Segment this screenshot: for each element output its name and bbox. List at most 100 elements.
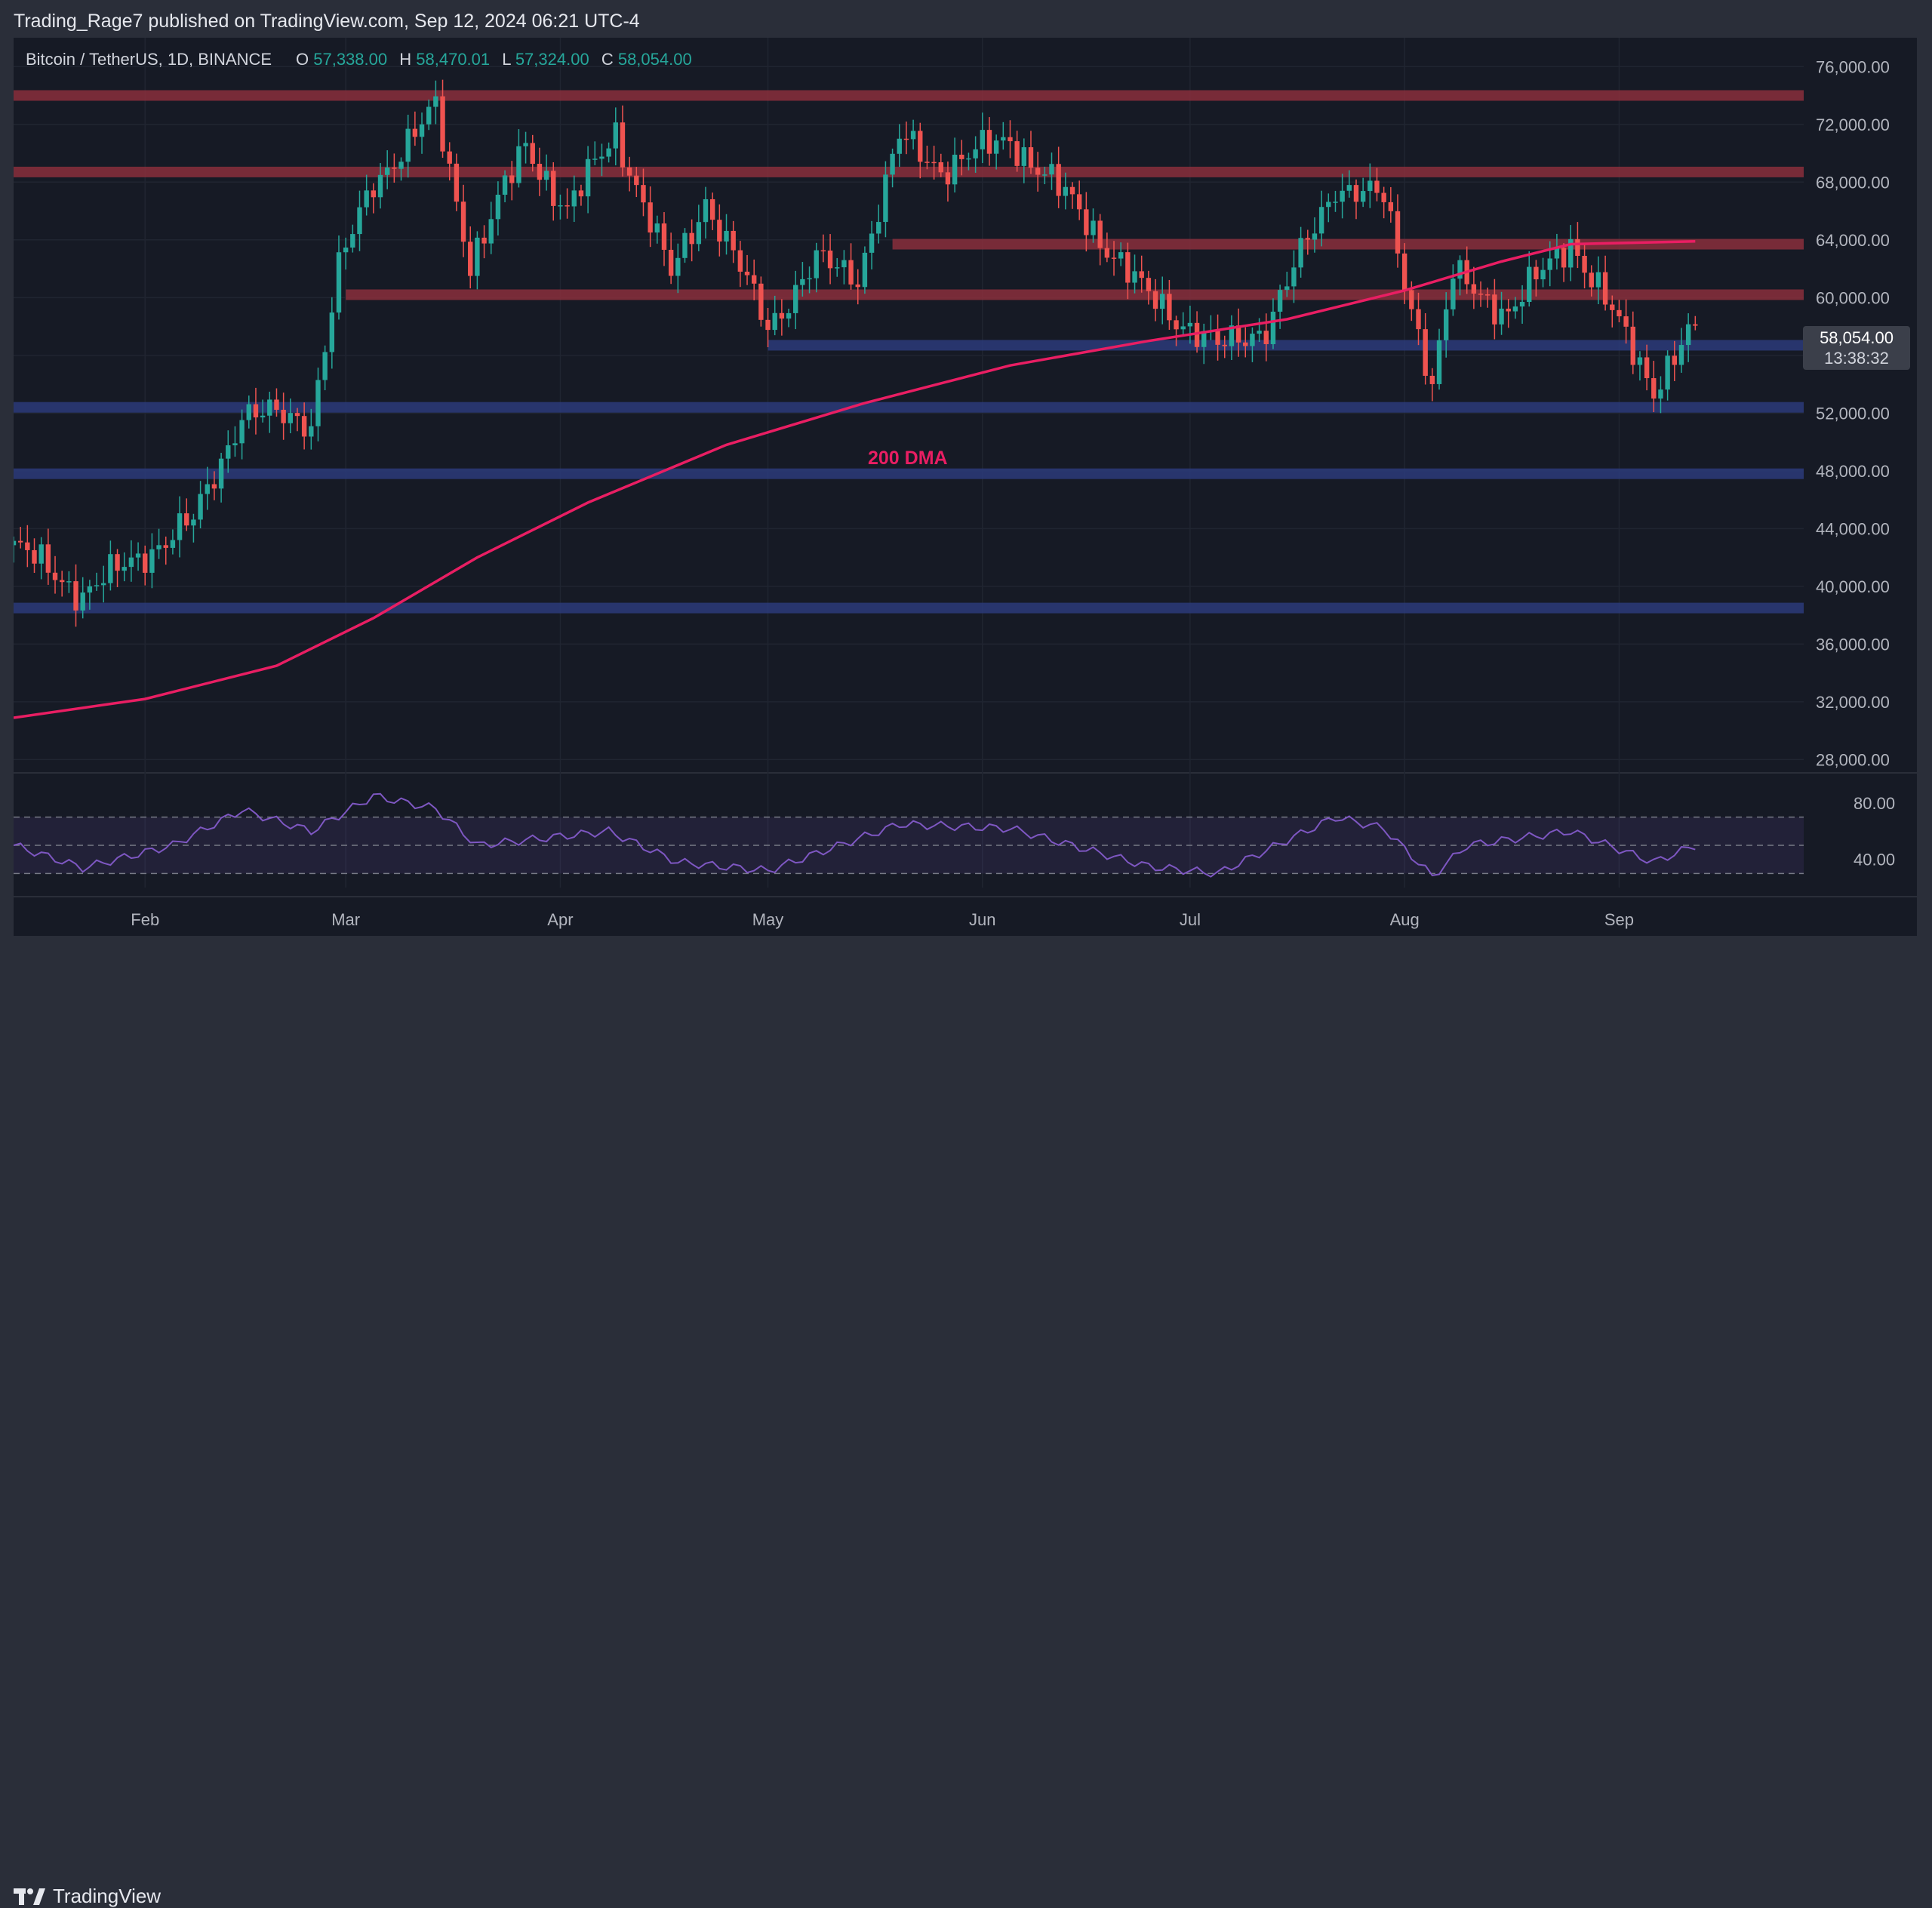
candle-down	[1589, 272, 1594, 288]
candle-down	[1506, 308, 1511, 312]
candle-down	[45, 544, 51, 573]
symbol-title: Bitcoin / TetherUS, 1D, BINANCE	[26, 50, 272, 69]
candle-down	[1104, 248, 1110, 258]
candle-up	[1021, 147, 1027, 166]
high-value: 58,470.01	[416, 50, 490, 69]
candle-down	[73, 581, 78, 611]
rsi-line	[13, 792, 1696, 878]
candle-down	[1610, 304, 1615, 310]
candle-down	[274, 399, 279, 410]
candle-up	[571, 190, 577, 207]
candle-down	[737, 250, 743, 272]
candle-down	[1602, 272, 1608, 305]
candle-up	[11, 540, 17, 546]
candle-down	[17, 540, 23, 543]
candle-down	[1395, 211, 1401, 254]
brand-name: TradingView	[53, 1885, 162, 1907]
candle-up	[128, 557, 134, 568]
price-tick-label: 44,000.00	[1816, 519, 1890, 538]
candle-up	[488, 219, 494, 244]
candle-up	[246, 404, 251, 420]
candle-up	[101, 583, 106, 586]
candle-up	[1318, 207, 1324, 234]
candle-up	[1340, 190, 1345, 202]
footer-bar: TradingView	[0, 936, 1932, 1907]
candle-down	[1194, 322, 1200, 347]
candle-up	[980, 130, 985, 149]
candle-down	[751, 275, 757, 284]
candle-down	[626, 167, 632, 176]
candle-up	[1229, 325, 1235, 346]
candle-down	[938, 162, 943, 173]
candle-down	[25, 542, 30, 550]
candle-up	[80, 592, 85, 611]
candle-up	[1160, 294, 1165, 309]
ma-200-label: 200 DMA	[868, 448, 948, 469]
candle-up	[177, 513, 183, 540]
candle-down	[668, 249, 674, 276]
candle-down	[115, 554, 120, 571]
candle-down	[371, 190, 377, 198]
chart-frame[interactable]: 28,000.00 32,000.00 36,000.00 40,000.00 44,0…	[11, 38, 1917, 936]
tradingview-brand[interactable]: TradingView	[14, 1885, 161, 1908]
candle-up	[260, 415, 266, 418]
publish-info: Trading_Rage7 published on TradingView.c…	[14, 11, 640, 32]
candle-up	[1277, 290, 1283, 312]
chart-canvas[interactable]: 28,000.00 32,000.00 36,000.00 40,000.00 44,0…	[11, 38, 1917, 936]
candle-down	[447, 151, 452, 164]
candle-down	[620, 122, 626, 168]
candle-up	[1678, 345, 1684, 365]
support-zone	[768, 340, 1804, 351]
candle-up	[1132, 271, 1137, 283]
resistance-zone	[346, 289, 1804, 300]
candle-down	[454, 163, 460, 202]
candle-down	[827, 251, 833, 269]
candle-down	[1243, 342, 1248, 346]
candle-up	[377, 174, 383, 198]
candle-up	[876, 222, 881, 234]
candle-down	[143, 553, 148, 573]
candle-down	[820, 250, 826, 252]
candle-down	[918, 131, 923, 162]
candle-up	[38, 544, 44, 564]
candle-up	[1451, 279, 1456, 309]
candle-up	[364, 190, 369, 208]
candle-down	[1076, 194, 1082, 210]
candle-up	[336, 252, 342, 313]
last-price-value: 58,054.00	[1820, 328, 1894, 347]
candle-down	[731, 230, 736, 251]
candle-down	[1401, 253, 1407, 291]
candle-down	[986, 130, 992, 154]
candle-up	[966, 158, 971, 160]
candle-up	[1333, 202, 1338, 203]
candle-up	[226, 445, 231, 459]
candle-down	[52, 572, 58, 580]
candle-up	[405, 128, 411, 162]
candle-up	[599, 156, 605, 159]
time-tick-label: Mar	[331, 910, 360, 929]
time-tick-label: May	[752, 910, 784, 929]
candle-up	[1180, 326, 1186, 330]
candle-up	[239, 420, 245, 444]
time-tick-label: Jul	[1180, 910, 1201, 929]
candle-up	[835, 267, 840, 269]
candle-up	[198, 494, 203, 520]
close-label: C	[601, 50, 614, 69]
candle-up	[1270, 311, 1276, 344]
candle-down	[634, 175, 639, 186]
candle-up	[1257, 331, 1262, 334]
bar-countdown: 13:38:32	[1824, 349, 1889, 368]
candle-up	[1291, 267, 1297, 287]
candle-down	[689, 232, 694, 245]
candle-up	[322, 352, 328, 380]
publish-header: Trading_Rage7 published on TradingView.c…	[0, 0, 1932, 38]
candle-up	[1001, 137, 1006, 141]
candle-down	[1035, 168, 1041, 175]
price-tick-label: 68,000.00	[1816, 173, 1890, 192]
candle-down	[1014, 141, 1020, 166]
rsi-tick-label: 80.00	[1854, 794, 1895, 813]
candle-down	[717, 220, 722, 242]
tradingview-logo-icon	[14, 1888, 45, 1905]
candle-up	[205, 484, 210, 494]
